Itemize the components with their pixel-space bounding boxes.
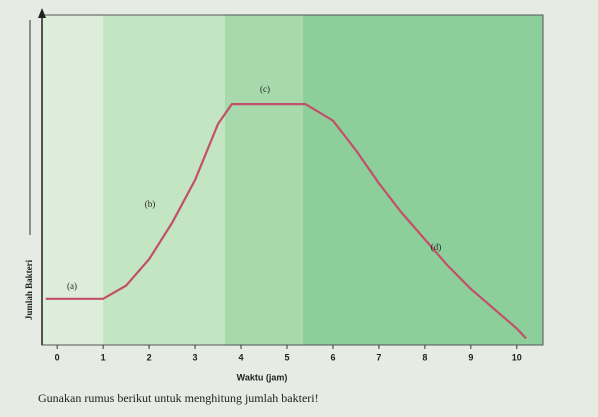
phase-band xyxy=(42,15,103,345)
x-tick-label: 3 xyxy=(193,352,198,362)
phase-label: (b) xyxy=(145,199,156,209)
phase-band xyxy=(225,15,303,345)
x-tick-label: 4 xyxy=(239,352,244,362)
x-tick-label: 0 xyxy=(55,352,60,362)
y-axis-label: Jumlah Bakteri xyxy=(24,259,34,320)
x-tick-label: 1 xyxy=(101,352,106,362)
x-axis-label: Waktu (jam) xyxy=(237,372,288,382)
phase-label: (d) xyxy=(431,242,442,252)
x-tick-label: 10 xyxy=(512,352,522,362)
x-tick-label: 8 xyxy=(422,352,427,362)
phase-band xyxy=(303,15,543,345)
growth-curve xyxy=(45,103,527,340)
caption: Gunakan rumus berikut untuk menghitung j… xyxy=(38,391,319,405)
x-tick-label: 5 xyxy=(284,352,289,362)
x-tick-label: 2 xyxy=(147,352,152,362)
x-tick-label: 9 xyxy=(468,352,473,362)
phase-band xyxy=(103,15,225,345)
phase-label: (a) xyxy=(67,281,77,291)
y-axis-arrow xyxy=(38,8,46,18)
x-tick-label: 6 xyxy=(330,352,335,362)
phase-label: (c) xyxy=(260,84,270,94)
x-tick-label: 7 xyxy=(376,352,381,362)
